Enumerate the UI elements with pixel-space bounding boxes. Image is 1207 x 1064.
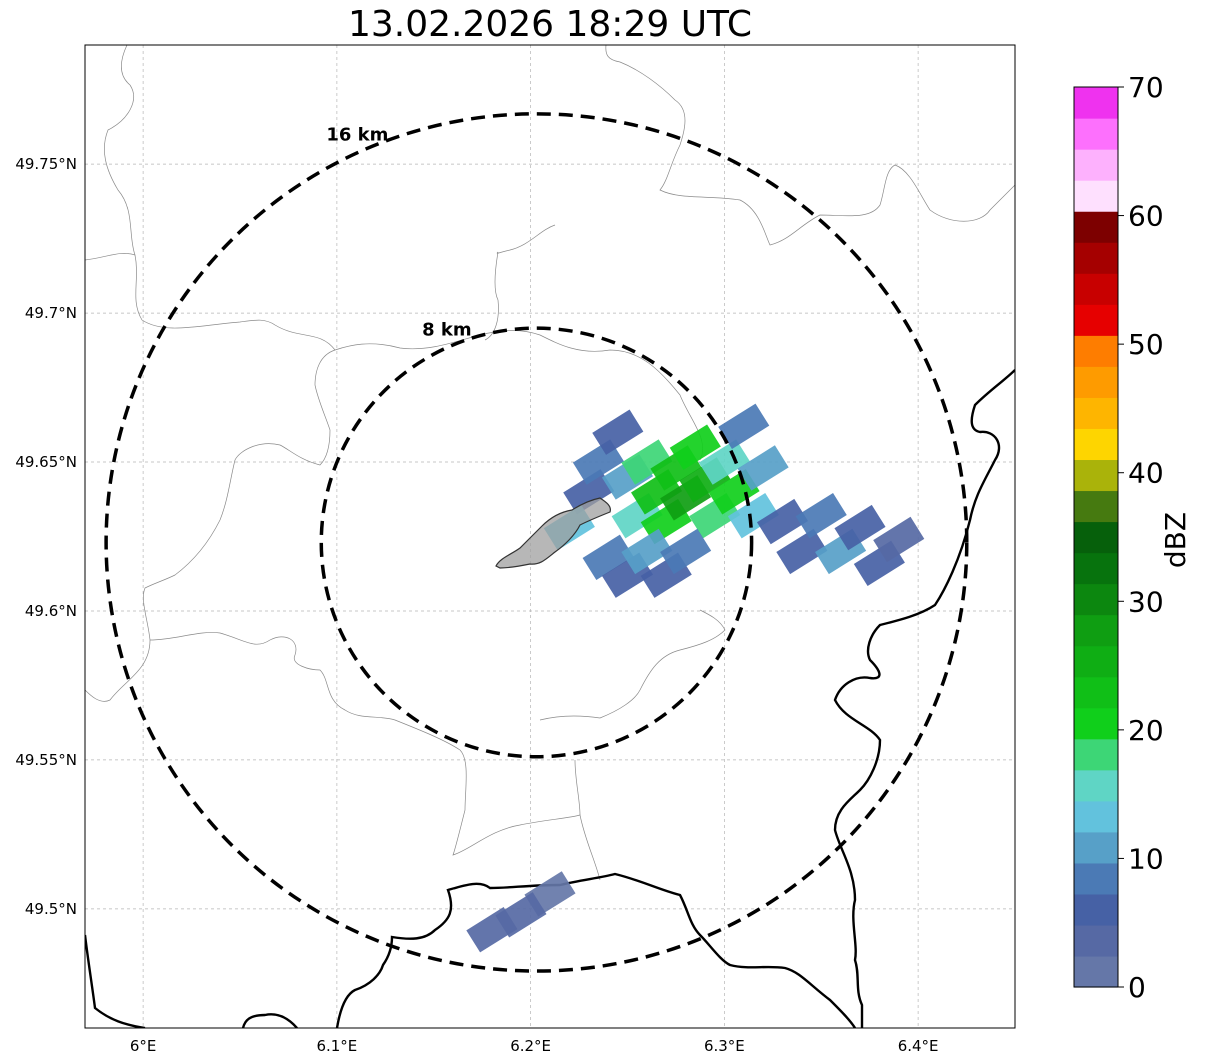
radar-echo-cell (718, 403, 770, 449)
colorbar-tick-label: 70 (1128, 71, 1164, 104)
radar-echo-cell (563, 469, 615, 515)
radar-echo-cell (756, 498, 809, 545)
map-title: 13.02.2026 18:29 UTC (347, 4, 753, 45)
radar-echo-cell (621, 528, 673, 575)
lon-tick-label: 6.2°E (510, 1037, 551, 1055)
lon-tick-label: 6°E (130, 1037, 157, 1055)
country-borders (85, 369, 1015, 1028)
colorbar-segment (1074, 211, 1118, 243)
lat-tick-label: 49.5°N (25, 900, 77, 918)
radar-echo-cell (873, 516, 925, 563)
commune-boundaries (85, 45, 1015, 881)
colorbar-tick-label: 50 (1128, 328, 1164, 361)
colorbar-segment (1074, 862, 1118, 895)
colorbar-label: dBZ (1159, 512, 1192, 568)
colorbar-frame (1073, 86, 1119, 988)
colorbar-segment (1074, 893, 1118, 926)
lon-tick-label: 6.3°E (704, 1037, 745, 1055)
range-rings: 8 km 16 km (104, 112, 969, 973)
colorbar-segment (1074, 614, 1118, 647)
colorbar-segment (1074, 428, 1118, 461)
colorbar-segment (1074, 521, 1118, 554)
colorbar-segment (1074, 645, 1118, 678)
colorbar-segment (1074, 707, 1118, 740)
radar-echo-cell (727, 492, 779, 539)
colorbar-segment (1074, 149, 1118, 181)
colorbar-segment (1074, 242, 1118, 274)
colorbar-segment (1074, 335, 1118, 367)
colorbar-segment (1074, 676, 1118, 709)
radar-echo-cell (466, 907, 518, 953)
lat-tick-label: 49.75°N (15, 155, 77, 173)
colorbar-tick-label: 10 (1128, 842, 1164, 875)
lat-tick-label: 49.55°N (15, 751, 77, 769)
radar-echo-cell (795, 492, 847, 539)
colorbar-segment (1074, 304, 1118, 336)
colorbar-segment (1074, 955, 1118, 988)
radar-echo-cell (621, 439, 673, 485)
colorbar-segment (1074, 118, 1118, 150)
colorbar-segment (1074, 366, 1118, 398)
colorbar: 0 10 20 30 40 50 60 70 (1073, 71, 1164, 1004)
lat-tick-label: 49.65°N (15, 453, 77, 471)
latitude-ticks: 49.75°N 49.7°N 49.65°N 49.6°N 49.55°N 49.5°N (15, 155, 77, 918)
lon-tick-label: 6.4°E (898, 1037, 939, 1055)
colorbar-segment (1074, 273, 1118, 305)
colorbar-tick-label: 60 (1128, 200, 1164, 233)
range-ring (319, 326, 754, 759)
radar-echo-cell (737, 445, 789, 491)
map-frame (84, 44, 1016, 1029)
colorbar-tick-label: 40 (1128, 457, 1164, 490)
radar-echo-cell (660, 528, 712, 575)
colorbar-segment (1074, 831, 1118, 864)
colorbar-segment (1074, 769, 1118, 802)
colorbar-segment (1074, 800, 1118, 833)
colorbar-tick-label: 0 (1128, 971, 1146, 1004)
colorbar-segment (1074, 552, 1118, 585)
range-ring (104, 112, 969, 973)
lat-tick-label: 49.6°N (25, 602, 77, 620)
colorbar-segment (1074, 583, 1118, 616)
lat-tick-label: 49.7°N (25, 304, 77, 322)
urban-area (495, 497, 611, 569)
colorbar-segment (1074, 180, 1118, 212)
colorbar-segment (1074, 738, 1118, 771)
range-ring-label: 8 km (422, 320, 472, 341)
colorbar-tick-label: 30 (1128, 585, 1164, 618)
colorbar-tick-label: 20 (1128, 714, 1164, 747)
radar-echo-cell (582, 534, 634, 581)
radar-echo-cell (669, 424, 721, 470)
radar-echo-cell (776, 528, 828, 575)
longitude-ticks: 6°E 6.1°E 6.2°E 6.3°E 6.4°E (130, 1037, 939, 1055)
colorbar-segment (1074, 924, 1118, 957)
radar-echo-cell (592, 409, 644, 455)
colorbar-segment (1074, 459, 1118, 492)
colorbar-segment (1074, 87, 1118, 119)
colorbar-segment (1074, 490, 1118, 523)
range-ring-label: 16 km (326, 125, 388, 146)
radar-echo-cell (834, 504, 886, 551)
radar-echo-cell (698, 439, 750, 485)
colorbar-segment (1074, 397, 1118, 429)
lon-tick-label: 6.1°E (316, 1037, 357, 1055)
radar-echoes (466, 403, 925, 953)
